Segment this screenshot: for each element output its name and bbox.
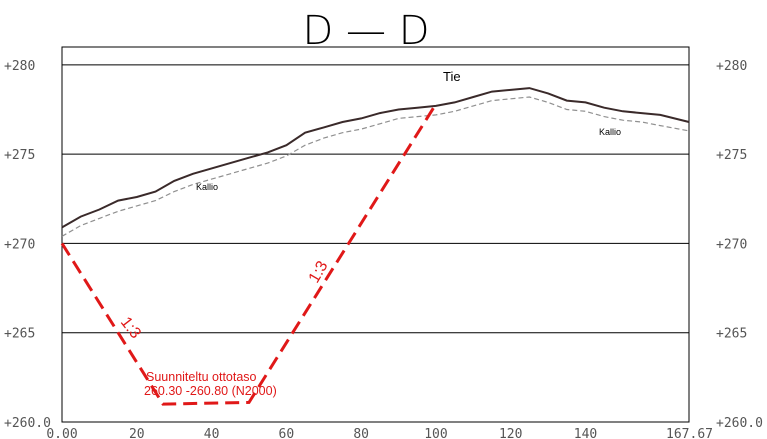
chainage-labels: 0.00 20 40 60 80 100 120 140 167.67	[46, 427, 713, 439]
road-label: Tie	[443, 69, 461, 84]
chainage-label: 20	[129, 427, 145, 439]
chainage-label: 80	[353, 427, 369, 439]
elevation-label-right: +280	[716, 59, 747, 74]
chainage-label: 140	[574, 427, 597, 439]
elevation-label-right: +265	[716, 327, 747, 342]
plot-frame	[61, 46, 690, 423]
chainage-label: 167.67	[666, 427, 713, 439]
elevation-label-left: +280	[4, 59, 35, 74]
elevation-label-right: +260.0	[716, 416, 763, 431]
chainage-label: 0.00	[46, 427, 77, 439]
elevation-labels-right: +280 +275 +270 +265 +260.0	[716, 59, 763, 431]
elevation-label-right: +275	[716, 148, 747, 163]
planned-level-value: 260.30 -260.80 (N2000)	[144, 384, 277, 398]
elevation-label-left: +265	[4, 327, 35, 342]
excavation-profile-line	[60, 103, 438, 406]
planned-level-label: Suunniteltu ottotaso	[146, 370, 257, 384]
chainage-label: 120	[499, 427, 522, 439]
rock-surface-line	[61, 96, 690, 237]
elevation-label-right: +270	[716, 237, 747, 252]
slope-label-right: 1:3	[306, 258, 332, 286]
chainage-label: 40	[204, 427, 220, 439]
ground-surface-line	[61, 87, 690, 229]
chainage-label: 60	[279, 427, 295, 439]
rock-label-right: Kallio	[599, 127, 621, 137]
elevation-label-left: +260.0	[4, 416, 51, 431]
elevation-label-left: +275	[4, 148, 35, 163]
elevation-label-left: +270	[4, 237, 35, 252]
elevation-grid	[62, 64, 689, 334]
section-title: D — D	[302, 8, 429, 54]
elevation-labels-left: +280 +275 +270 +265 +260.0	[4, 59, 51, 431]
rock-label-left: Kallio	[196, 182, 218, 192]
chainage-label: 100	[424, 427, 447, 439]
